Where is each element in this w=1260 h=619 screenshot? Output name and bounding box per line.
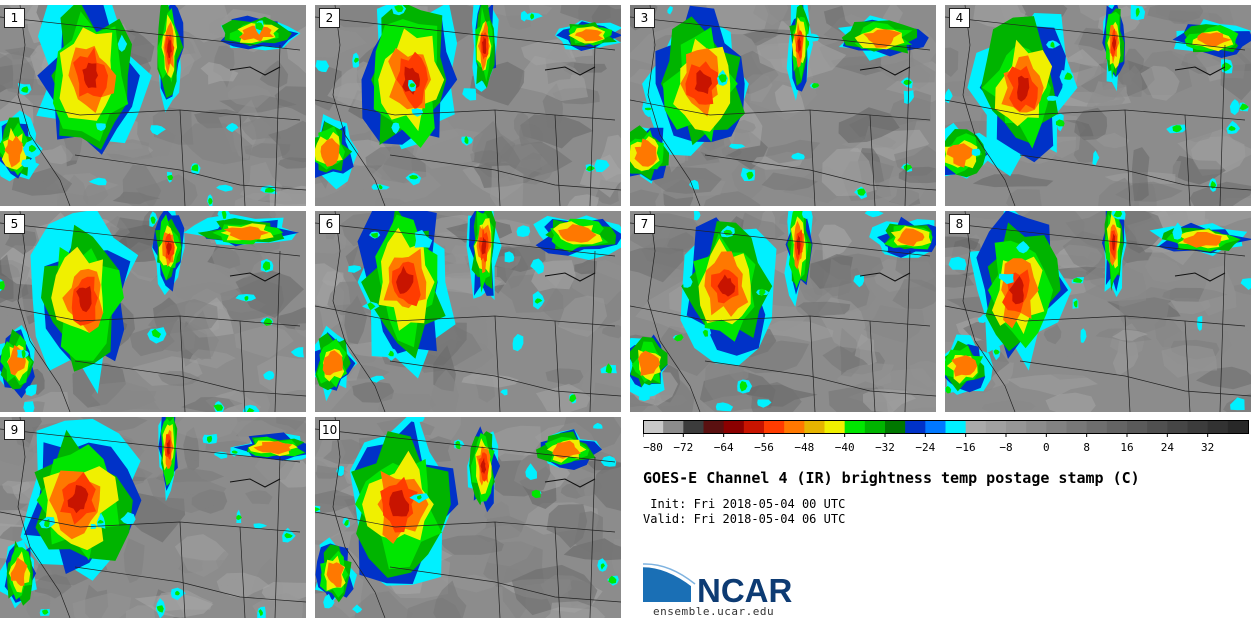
colorbar-tick-label: 24 — [1161, 441, 1175, 454]
satellite-map — [315, 5, 621, 206]
colorbar-swatch — [703, 421, 725, 433]
satellite-map — [630, 211, 936, 412]
colorbar-swatch — [824, 421, 846, 433]
colorbar-swatch — [1066, 421, 1088, 433]
map-panel: 1 — [0, 5, 306, 206]
map-panel: 9 — [0, 417, 306, 618]
colorbar-tick-label: −40 — [835, 441, 855, 454]
colorbar-tick-label: −8 — [999, 441, 1012, 454]
map-panel: 4 — [945, 5, 1251, 206]
satellite-map — [315, 211, 621, 412]
run-info: Init: Fri 2018-05-04 00 UTC Valid: Fri 2… — [643, 497, 845, 527]
panel-number: 5 — [4, 214, 25, 234]
logo-text: NCAR — [697, 572, 792, 604]
colorbar-swatch — [1207, 421, 1229, 433]
colorbar-swatch — [723, 421, 745, 433]
panel-number: 4 — [949, 8, 970, 28]
colorbar-swatch — [643, 421, 664, 433]
colorbar-frame — [643, 420, 1249, 434]
colorbar-tick-label: −48 — [794, 441, 814, 454]
colorbar-swatch — [1187, 421, 1209, 433]
colorbar-tick-label: −32 — [875, 441, 895, 454]
panel-number: 7 — [634, 214, 655, 234]
satellite-map — [0, 5, 306, 206]
colorbar-swatch — [1086, 421, 1108, 433]
colorbar-tick-label: −56 — [754, 441, 774, 454]
colorbar-swatch — [945, 421, 967, 433]
colorbar-tick-label: −16 — [956, 441, 976, 454]
panel-number: 2 — [319, 8, 340, 28]
panel-number: 10 — [319, 420, 341, 440]
satellite-map — [945, 5, 1251, 206]
colorbar: −80 −72 −64 −56 −48 −40 −32 −24 −16 −8 0 8 16 24 32 — [643, 420, 1249, 454]
colorbar-swatch — [905, 421, 926, 433]
panel-number: 1 — [4, 8, 25, 28]
colorbar-swatch — [985, 421, 1007, 433]
colorbar-tick-label: −64 — [714, 441, 734, 454]
map-panel: 5 — [0, 211, 306, 412]
colorbar-swatch — [1227, 421, 1249, 433]
colorbar-tick-label: 16 — [1120, 441, 1133, 454]
init-time: Init: Fri 2018-05-04 00 UTC — [643, 497, 846, 511]
valid-time: Valid: Fri 2018-05-04 06 UTC — [643, 512, 846, 526]
colorbar-swatch — [844, 421, 866, 433]
colorbar-tick-label: −80 — [643, 441, 663, 454]
colorbar-swatch — [1026, 421, 1047, 433]
panel-number: 3 — [634, 8, 655, 28]
colorbar-swatch — [1006, 421, 1027, 433]
colorbar-swatch — [663, 421, 684, 433]
colorbar-swatch — [925, 421, 947, 433]
colorbar-swatch — [1046, 421, 1068, 433]
map-panel: 2 — [315, 5, 621, 206]
colorbar-swatch — [1127, 421, 1148, 433]
colorbar-swatch — [864, 421, 886, 433]
map-panel: 8 — [945, 211, 1251, 412]
map-panel: 10 — [315, 417, 621, 618]
satellite-map — [945, 211, 1251, 412]
panel-number: 6 — [319, 214, 340, 234]
colorbar-swatch — [743, 421, 765, 433]
ncar-logo: NCAR — [643, 563, 792, 604]
map-panel: 6 — [315, 211, 621, 412]
colorbar-tick-label: 8 — [1083, 441, 1090, 454]
colorbar-tick-label: −24 — [915, 441, 935, 454]
satellite-map — [630, 5, 936, 206]
satellite-map — [0, 211, 306, 412]
colorbar-swatch — [683, 421, 705, 433]
colorbar-swatch — [784, 421, 805, 433]
colorbar-tick-label: −72 — [673, 441, 693, 454]
panel-number: 8 — [949, 214, 970, 234]
colorbar-swatch — [804, 421, 826, 433]
map-panel: 7 — [630, 211, 936, 412]
colorbar-swatch — [965, 421, 987, 433]
satellite-map — [0, 417, 306, 618]
website-url: ensemble.ucar.edu — [653, 605, 775, 618]
colorbar-tick-label: 0 — [1043, 441, 1050, 454]
colorbar-swatch — [764, 421, 785, 433]
satellite-map — [315, 417, 621, 618]
colorbar-swatch — [885, 421, 906, 433]
panel-number: 9 — [4, 420, 25, 440]
colorbar-swatch — [1106, 421, 1128, 433]
chart-title: GOES-E Channel 4 (IR) brightness temp po… — [643, 469, 1140, 487]
colorbar-swatch — [1167, 421, 1189, 433]
colorbar-swatch — [1147, 421, 1168, 433]
map-panel: 3 — [630, 5, 936, 206]
colorbar-tick-label: 32 — [1201, 441, 1214, 454]
